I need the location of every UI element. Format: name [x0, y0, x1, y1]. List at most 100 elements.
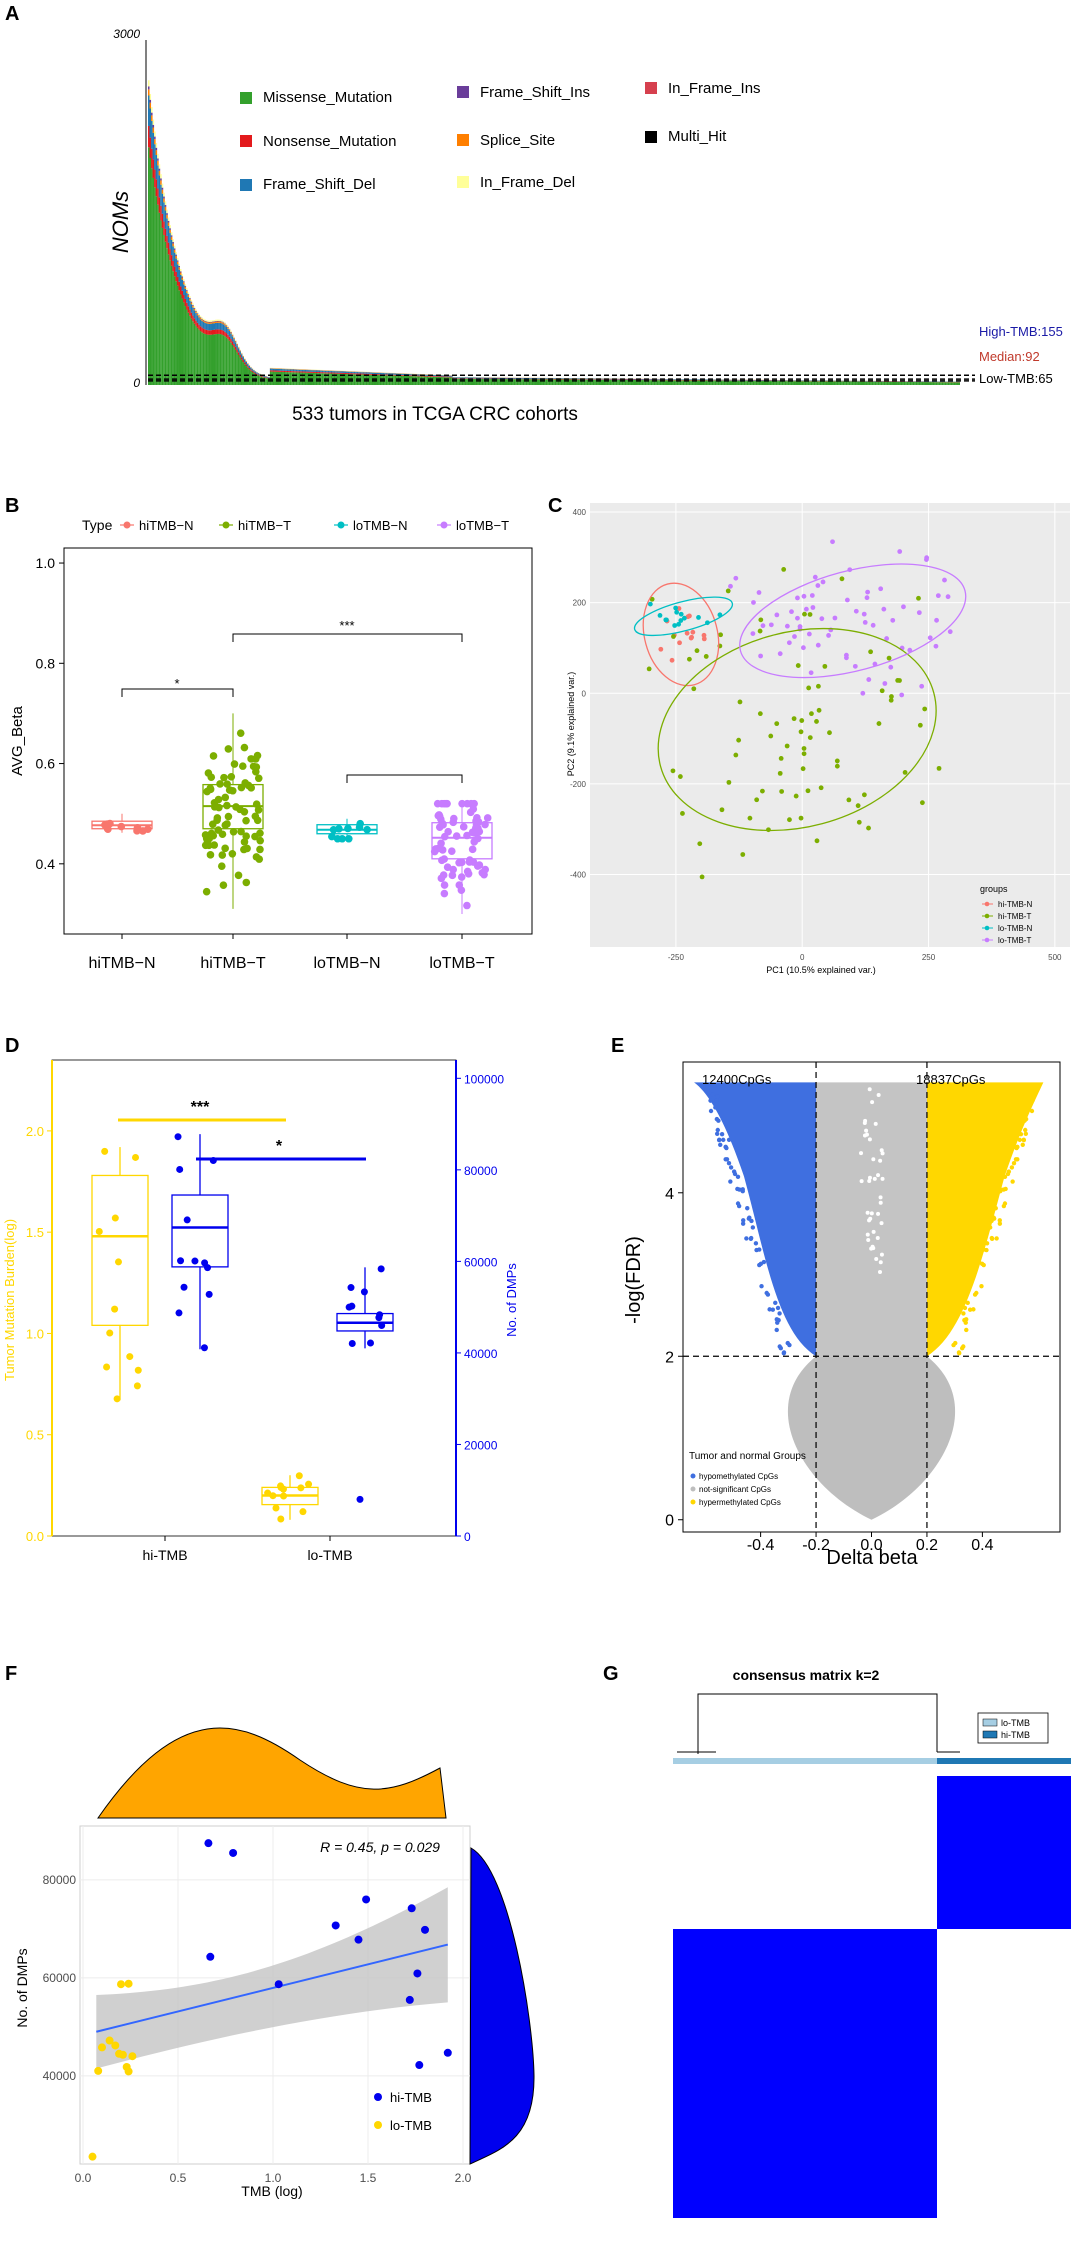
bar-splice [181, 277, 184, 280]
bar-fs_del [210, 323, 212, 331]
bar-missense [793, 381, 796, 385]
legend-dot-ns [690, 1486, 696, 1492]
bar-fs_del [472, 377, 475, 379]
bar-fs_del [489, 377, 491, 379]
bar-fs_ins [227, 327, 229, 328]
bar-fs_del [190, 304, 193, 313]
panel-b-point [251, 755, 260, 763]
bar-nonsense [336, 372, 339, 374]
bar-missense [879, 381, 881, 385]
bar-fs_del [303, 369, 305, 372]
panel-g-dendrogram [677, 1693, 960, 1754]
panel-e-hypo-point [750, 1225, 756, 1230]
panel-b-point [481, 820, 489, 829]
panel-d-point [176, 1165, 184, 1173]
bar-inframe_del [195, 309, 197, 311]
panel-b-point [459, 823, 468, 831]
bar-fs_ins [152, 124, 155, 128]
bar-missense [190, 318, 193, 385]
panel-b-point [439, 821, 447, 829]
bar-nonsense [417, 375, 420, 377]
panel-b-point [220, 773, 228, 782]
panel-c-point [787, 817, 792, 823]
panel-b-point [234, 871, 243, 880]
bar-nonsense [365, 373, 368, 375]
panel-c-point [672, 623, 678, 628]
bar-inframe_del [240, 352, 243, 354]
panel-e-hyper-point [1022, 1118, 1027, 1123]
legend-swatch-g-lo [982, 1718, 998, 1727]
bar-missense [154, 187, 156, 385]
bar-fs_del [160, 184, 162, 206]
bar-fs_del [222, 324, 225, 331]
bar-nonsense [515, 378, 517, 380]
panel-c-point [687, 613, 692, 619]
panel-b-point [227, 773, 236, 781]
bar-missense [522, 379, 525, 385]
bar-fs_del [527, 377, 529, 379]
bar-nonsense [367, 373, 369, 375]
bar-fs_ins [178, 266, 180, 268]
bar-fs_del [368, 372, 371, 374]
bar-missense [330, 373, 333, 385]
bar-missense [638, 380, 641, 385]
bar-missense [833, 381, 836, 385]
bar-missense [853, 381, 855, 385]
bar-missense [381, 375, 383, 385]
bar-missense [481, 378, 484, 385]
bar-missense [170, 265, 173, 385]
bar-fs_del [720, 379, 723, 381]
bar-missense [662, 380, 665, 385]
bar-missense [816, 381, 819, 385]
bar-missense [545, 379, 548, 385]
legend-swatch-multi [645, 131, 657, 143]
bar-missense [812, 381, 814, 385]
bar-missense [568, 379, 570, 385]
bar-missense [183, 302, 185, 385]
bar-missense [271, 371, 273, 385]
bar-missense [848, 381, 851, 385]
bar-fs_del [294, 369, 296, 372]
panel-d-point [272, 1504, 280, 1512]
bar-missense [827, 381, 829, 385]
bar-missense [761, 380, 764, 385]
bar-fs_del [277, 368, 280, 371]
bar-nonsense [248, 367, 251, 370]
panel-b-point [218, 851, 227, 859]
bar-inframe_del [183, 279, 185, 282]
panel-e-ns-region-low [787, 1356, 956, 1520]
bar-missense [688, 380, 691, 385]
legend-label-multi: Multi_Hit [668, 128, 727, 145]
bar-nonsense [443, 376, 446, 378]
bar-inframe_del [213, 320, 216, 322]
bar-fs_del [356, 372, 359, 374]
bar-fs_del [490, 377, 493, 379]
panel-e-hyper-point [1015, 1157, 1020, 1162]
bar-fs_del [501, 377, 503, 379]
panel-c-point [860, 690, 866, 696]
bar-fs_ins [166, 213, 168, 215]
bar-missense [410, 376, 412, 385]
bar-missense [291, 372, 293, 385]
panel-c-point [789, 609, 794, 615]
bar-missense [489, 378, 491, 385]
bar-fs_del [164, 210, 167, 229]
bar-fs_del [280, 369, 283, 371]
bar-missense [719, 380, 721, 385]
panel-e-hypo-point [757, 1247, 762, 1252]
panel-c-point [922, 706, 928, 712]
bar-missense [947, 382, 950, 385]
panel-c-legend-items: hi-TMB-Nhi-TMB-Tlo-TMB-Nlo-TMB-T [982, 900, 1032, 945]
bar-missense [655, 380, 657, 385]
bar-fs_del [516, 377, 519, 379]
bar-missense [758, 380, 761, 385]
bar-missense [216, 333, 219, 385]
bar-fs_del [208, 323, 211, 331]
panel-c-point [792, 634, 797, 639]
bar-missense [181, 298, 184, 385]
bar-nonsense [303, 371, 305, 373]
bar-missense [836, 381, 839, 385]
bar-fs_del [632, 378, 634, 380]
panel-f-point [105, 2036, 114, 2045]
bar-fs_del [696, 379, 698, 381]
